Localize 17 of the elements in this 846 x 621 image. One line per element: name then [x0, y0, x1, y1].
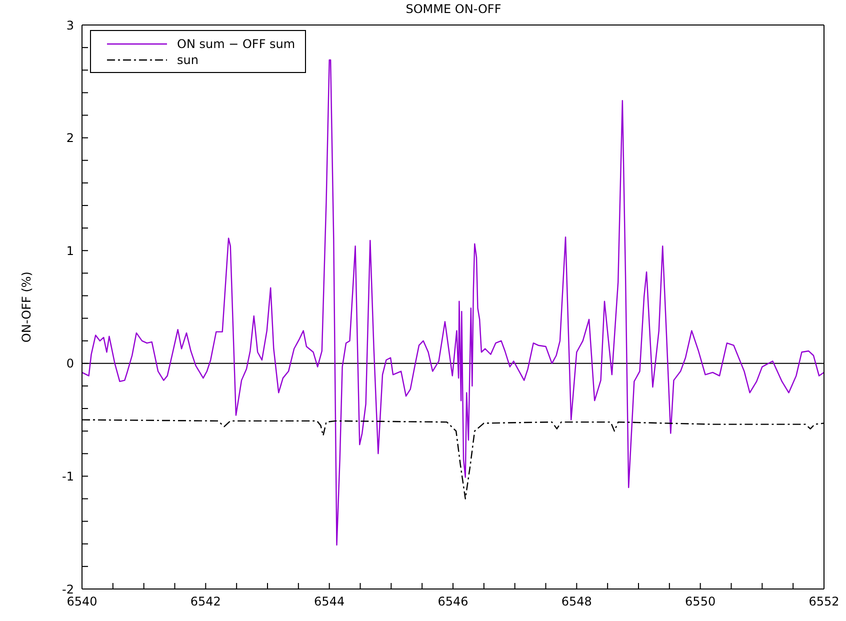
legend-label: ON sum − OFF sum	[177, 37, 296, 51]
y-tick-label: -2	[62, 582, 74, 596]
x-tick-label: 6542	[190, 594, 221, 609]
x-tick-label: 6544	[314, 594, 345, 609]
chart-title: SOMME ON-OFF	[404, 2, 502, 16]
y-tick-label: 3	[66, 18, 74, 32]
legend-label: sun	[177, 53, 198, 67]
x-tick-label: 6548	[561, 594, 592, 609]
x-tick-label: 6540	[66, 594, 98, 609]
x-tick-label: 6550	[685, 594, 716, 609]
x-tick-label: 6546	[438, 594, 468, 609]
y-tick-label: 1	[66, 244, 74, 258]
y-tick-label: 0	[66, 356, 74, 371]
y-tick-label: 2	[66, 131, 74, 146]
y-axis-title: ON-OFF (%)	[19, 272, 34, 342]
x-tick-label: 6552	[808, 594, 840, 609]
y-tick-label: -1	[62, 469, 74, 484]
